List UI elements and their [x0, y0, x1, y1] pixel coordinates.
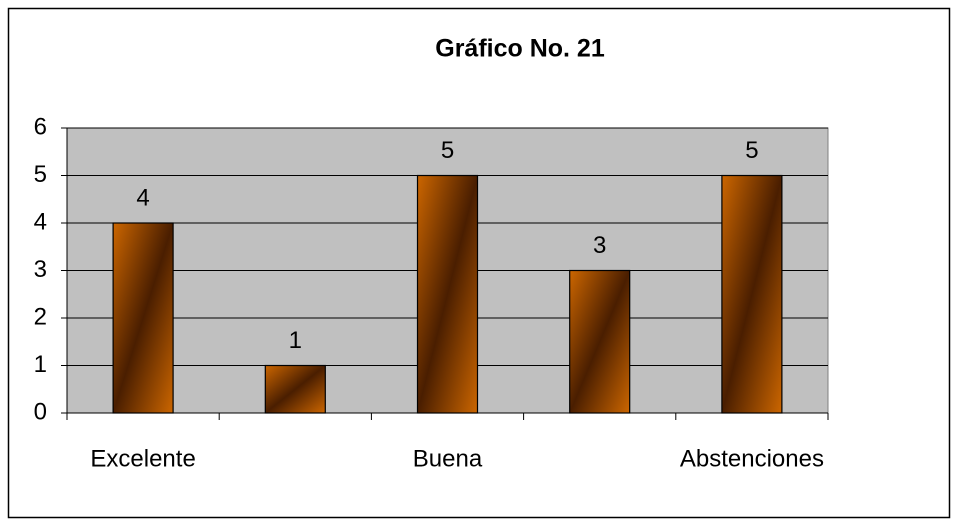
data-label: 3 — [593, 232, 606, 259]
y-tick-label: 2 — [34, 303, 47, 330]
x-tick-label: Excelente — [90, 445, 195, 472]
y-tick-label: 6 — [34, 113, 47, 140]
chart-title: Gráfico No. 21 — [435, 35, 605, 63]
x-tick-label: Abstenciones — [680, 445, 824, 472]
x-tick-label: Buena — [413, 445, 483, 472]
y-tick-label: 5 — [34, 161, 47, 188]
bar — [112, 222, 174, 414]
data-label: 1 — [289, 327, 302, 354]
y-tick-label: 4 — [34, 208, 47, 235]
y-tick-label: 0 — [34, 398, 47, 425]
y-tick-label: 1 — [34, 351, 47, 378]
y-tick-label: 3 — [34, 256, 47, 283]
bar — [721, 174, 783, 414]
bar — [264, 364, 326, 414]
bar — [416, 174, 479, 414]
data-label: 4 — [136, 184, 149, 211]
bar — [569, 269, 631, 414]
data-label: 5 — [745, 137, 758, 164]
data-label: 5 — [441, 137, 454, 164]
